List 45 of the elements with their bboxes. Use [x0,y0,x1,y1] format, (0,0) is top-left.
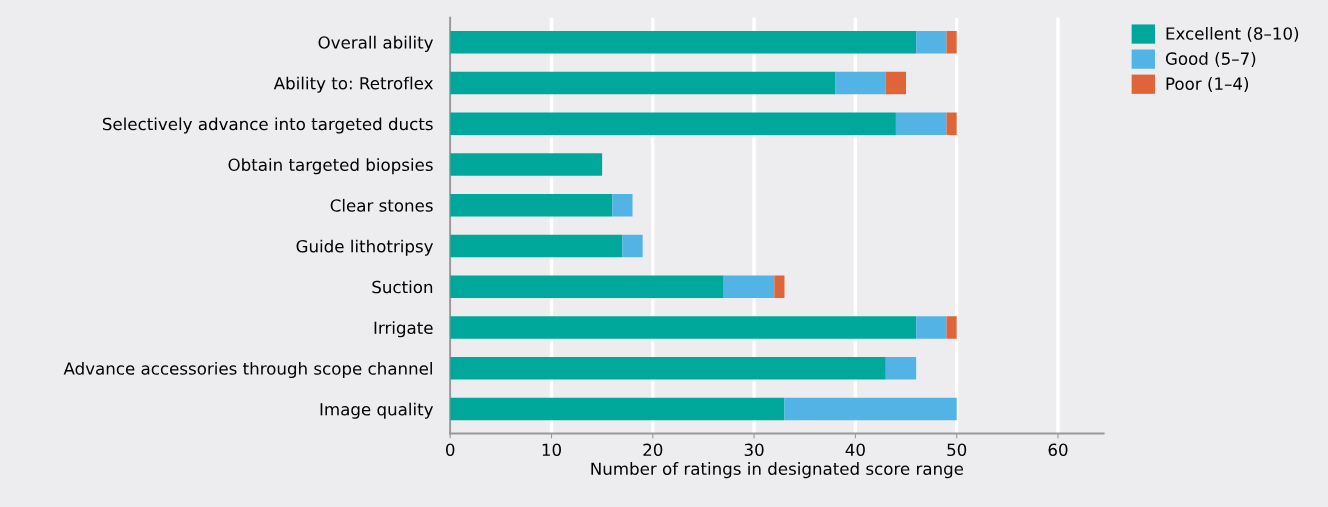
legend-label: Excellent (8–10) [1166,26,1299,42]
y-tick-label: Selectively advance into targeted ducts [102,117,433,134]
bar [612,194,633,217]
bar [450,234,623,258]
x-tick-label: 30 [744,443,764,457]
x-axis-title: Number of ratings in designated score range [591,462,964,479]
bar [885,71,907,95]
bar [916,30,947,54]
bar [450,30,917,54]
bar [450,71,836,95]
bar [723,275,775,298]
bar [946,30,957,54]
x-tick-label: 50 [947,443,967,457]
legend-label: Poor (1–4) [1166,77,1249,92]
y-tick-label: Clear stones [330,198,433,212]
bar [946,316,957,339]
y-tick-label: Image quality [320,402,434,419]
bar [450,357,886,380]
x-tick-label: 20 [643,443,663,457]
bar [450,112,896,135]
x-tick-label: 10 [542,443,561,457]
bar [895,112,947,135]
bar [450,153,603,176]
y-tick-label: Advance accessories through scope channel [63,361,432,379]
y-tick-label: Overall ability [318,35,434,52]
bar [450,275,724,298]
y-tick-label: Obtain targeted biopsies [228,158,433,175]
x-tick-label: 60 [1048,443,1068,457]
bar [450,316,917,339]
bar [774,275,785,298]
legend-label: Good (5–7) [1165,52,1256,67]
x-tick-label: 0 [445,443,455,457]
bar [622,234,643,258]
bar [835,71,886,95]
x-tick-label: 40 [845,443,865,457]
bar [450,194,613,217]
y-tick-label: Guide lithotripsy [296,239,434,256]
y-tick-label: Suction [372,280,433,294]
bar [946,112,957,135]
bar [916,316,947,339]
y-tick-label: Irrigate [374,321,433,338]
bar [784,397,957,421]
bar [450,397,785,421]
y-tick-label: Ability to: Retroflex [273,76,433,93]
bar [885,357,917,380]
